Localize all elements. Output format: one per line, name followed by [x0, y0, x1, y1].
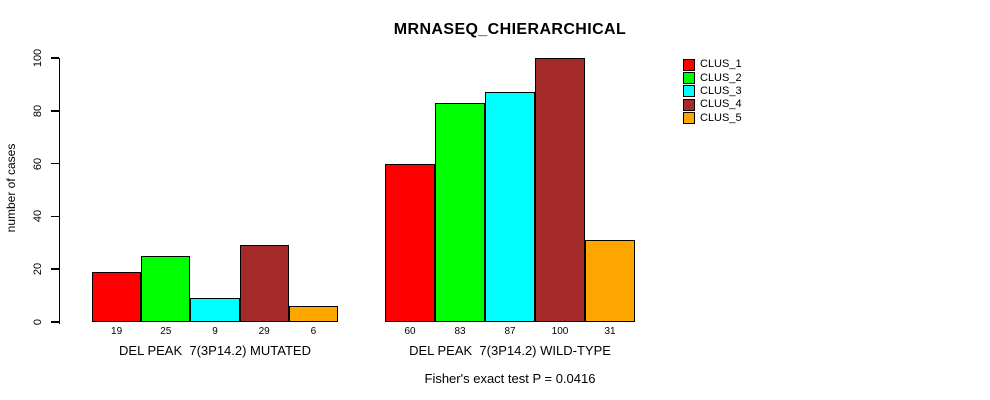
y-axis-tick: [51, 110, 59, 112]
legend-item-clus_2: CLUS_2: [683, 71, 742, 85]
y-axis-tick: [51, 57, 59, 59]
chart-title: MRNASEQ_CHIERARCHICAL: [393, 21, 627, 38]
group-label-2: DEL PEAK 7(3P14.2) WILD-TYPE: [409, 343, 611, 358]
bar-value-label: 83: [454, 326, 466, 337]
y-axis-tick: [51, 215, 59, 218]
bar-value-label: 25: [160, 326, 172, 337]
legend-label: CLUS_4: [700, 98, 742, 111]
bar-clus_1-group1: [92, 271, 142, 322]
bar-value-label: 19: [111, 326, 123, 337]
fisher-test-caption: Fisher's exact test P = 0.0416: [424, 371, 596, 386]
bar-clus_5-group2: [585, 240, 635, 322]
legend-swatch-icon: [683, 72, 695, 85]
legend-label: CLUS_1: [700, 58, 742, 71]
group-label-1: DEL PEAK 7(3P14.2) MUTATED: [119, 343, 311, 358]
y-axis-tick-label: 20: [32, 263, 44, 276]
legend-item-clus_1: CLUS_1: [683, 58, 742, 71]
bar-value-label: 60: [404, 326, 416, 337]
bar-value-label: 6: [310, 326, 317, 337]
legend-swatch-icon: [683, 58, 695, 71]
legend-swatch-icon: [683, 112, 695, 125]
bar-value-label: 100: [551, 326, 569, 337]
y-axis-tick: [51, 321, 59, 323]
legend-label: CLUS_2: [700, 71, 742, 84]
y-axis-tick-label: 0: [32, 318, 44, 326]
bar-value-label: 87: [504, 326, 516, 337]
bar-clus_4-group1: [239, 245, 289, 322]
bar-value-label: 29: [258, 326, 270, 337]
legend-item-clus_4: CLUS_4: [683, 98, 742, 111]
y-axis-tick: [51, 162, 59, 165]
legend-swatch-icon: [683, 98, 695, 111]
bar-clus_3-group1: [190, 298, 240, 322]
bar-clus_3-group2: [485, 92, 535, 322]
legend-item-clus_5: CLUS_5: [683, 112, 742, 125]
legend-label: CLUS_3: [700, 84, 742, 97]
y-axis-tick-label: 60: [32, 157, 44, 170]
bar-clus_2-group1: [141, 256, 191, 322]
bar-value-label: 31: [604, 326, 616, 337]
legend: CLUS_1 CLUS_2 CLUS_3 CLUS_4 CLUS_5: [683, 58, 742, 125]
legend-item-clus_3: CLUS_3: [683, 85, 742, 98]
y-axis-line: [58, 58, 60, 324]
bar-clus_2-group2: [435, 102, 485, 322]
legend-label: CLUS_5: [700, 111, 742, 124]
bar-value-label: 9: [212, 326, 218, 337]
bar-clus_4-group2: [535, 58, 585, 322]
y-axis-tick-label: 40: [32, 210, 44, 223]
y-axis-tick-label: 80: [32, 104, 44, 117]
legend-swatch-icon: [683, 85, 695, 98]
bar-clus_5-group1: [288, 306, 338, 322]
y-axis-tick-label: 100: [32, 48, 44, 68]
bar-clus_1-group2: [385, 163, 435, 322]
y-axis-tick: [51, 268, 59, 270]
